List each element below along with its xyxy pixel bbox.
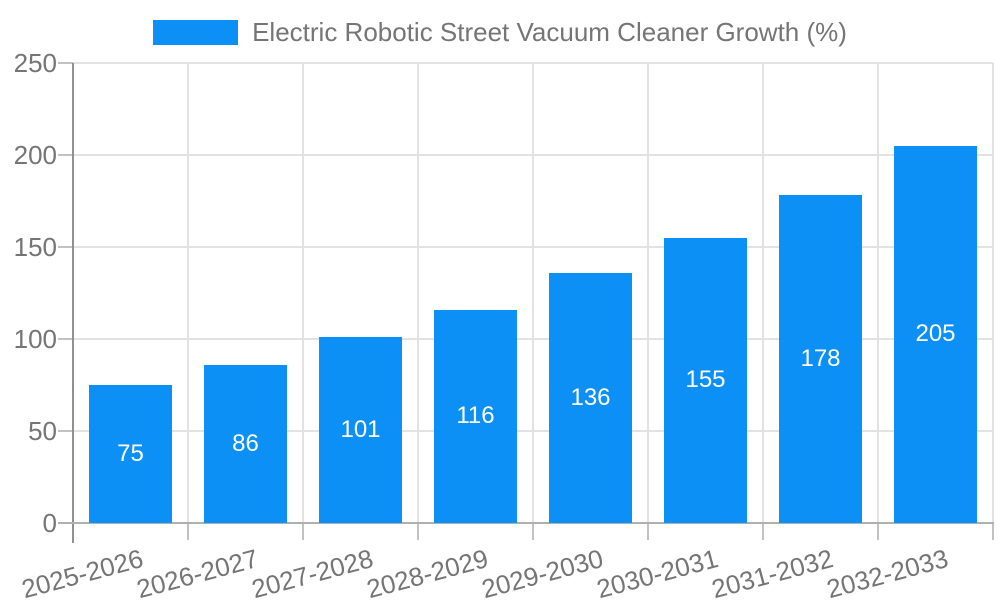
y-axis-tick <box>58 338 73 340</box>
bar-value-label: 178 <box>800 345 841 373</box>
x-axis-tick <box>877 523 879 540</box>
gridline-vertical <box>302 63 304 523</box>
y-axis-label: 200 <box>13 140 57 170</box>
gridline-vertical <box>187 63 189 523</box>
y-axis-label: 100 <box>13 324 57 354</box>
bar: 116 <box>434 309 517 523</box>
x-axis-tick <box>992 523 994 540</box>
bar: 75 <box>89 385 172 523</box>
x-axis-tick <box>417 523 419 540</box>
bar: 86 <box>204 364 287 523</box>
bar-value-label: 116 <box>456 402 495 430</box>
y-axis-tick <box>58 430 73 432</box>
y-axis-label: 50 <box>28 416 57 446</box>
x-axis-label: 2030-2031 <box>592 543 721 600</box>
gridline-vertical <box>532 63 534 523</box>
x-axis-tick <box>302 523 304 540</box>
x-axis-tick <box>762 523 764 540</box>
bar: 178 <box>779 195 862 523</box>
gridline-vertical <box>647 63 649 523</box>
x-axis-tick <box>187 523 189 540</box>
x-axis-label: 2028-2029 <box>362 543 491 600</box>
bar: 136 <box>549 272 632 523</box>
x-axis-label: 2032-2033 <box>822 543 951 600</box>
y-axis-tick <box>58 62 73 64</box>
legend-swatch <box>153 19 239 45</box>
bar: 155 <box>664 237 747 523</box>
x-axis-label: 2027-2028 <box>247 543 376 600</box>
x-axis-label: 2029-2030 <box>477 543 606 600</box>
x-axis-line <box>58 522 994 524</box>
gridline-vertical <box>762 63 764 523</box>
y-axis-tick <box>58 246 73 248</box>
bar-value-label: 136 <box>570 383 611 411</box>
y-axis-label: 250 <box>13 48 57 78</box>
bar-value-label: 155 <box>685 366 726 394</box>
y-axis-line <box>72 63 74 543</box>
y-axis-tick <box>58 154 73 156</box>
gridline-vertical <box>417 63 419 523</box>
x-axis-tick <box>647 523 649 540</box>
bar-value-label: 205 <box>915 320 956 348</box>
bar-value-label: 86 <box>232 429 259 457</box>
y-axis-label: 0 <box>42 508 57 538</box>
gridline-vertical <box>877 63 879 523</box>
x-axis-label: 2025-2026 <box>17 543 146 600</box>
bar-value-label: 101 <box>340 416 381 444</box>
y-axis-label: 150 <box>13 232 57 262</box>
x-axis-label: 2026-2027 <box>132 543 261 600</box>
chart-legend: Electric Robotic Street Vacuum Cleaner G… <box>0 14 1000 50</box>
chart-title: Electric Robotic Street Vacuum Cleaner G… <box>252 16 847 47</box>
bar: 205 <box>894 145 977 523</box>
bar-value-label: 75 <box>117 440 144 467</box>
x-axis-tick <box>532 523 534 540</box>
bar: 101 <box>319 337 402 523</box>
x-axis-label: 2031-2032 <box>707 543 836 600</box>
gridline-vertical <box>992 63 994 523</box>
